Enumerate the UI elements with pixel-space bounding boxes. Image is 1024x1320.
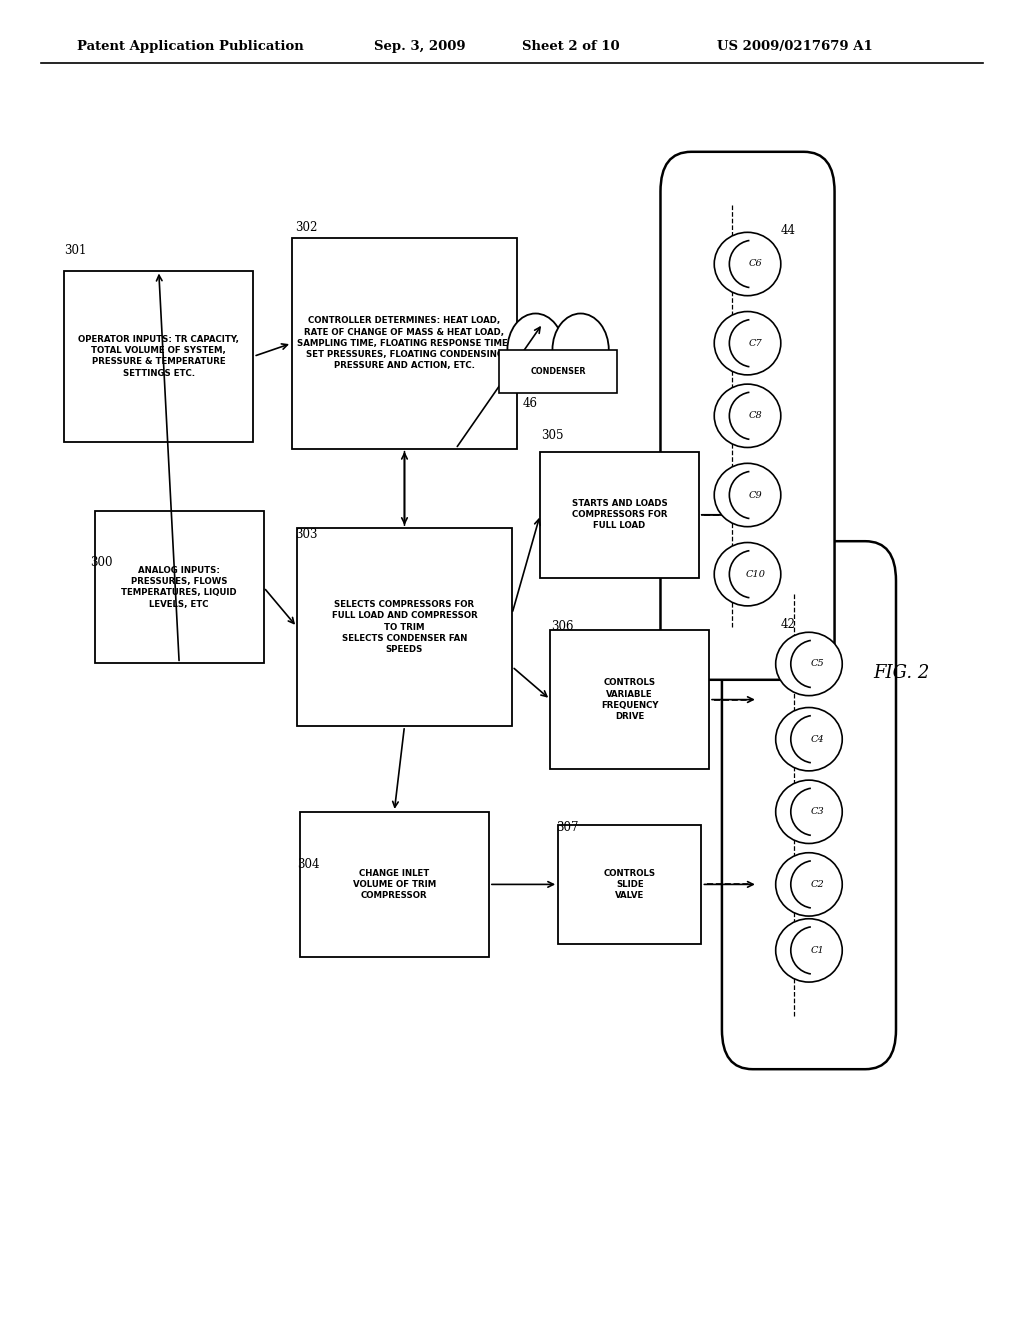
- Text: C9: C9: [749, 491, 763, 499]
- Text: C5: C5: [810, 660, 824, 668]
- FancyBboxPatch shape: [500, 350, 616, 393]
- FancyBboxPatch shape: [541, 451, 698, 578]
- Text: 306: 306: [551, 620, 573, 634]
- Text: Patent Application Publication: Patent Application Publication: [77, 40, 303, 53]
- Text: SELECTS COMPRESSORS FOR
FULL LOAD AND COMPRESSOR
TO TRIM
SELECTS CONDENSER FAN
S: SELECTS COMPRESSORS FOR FULL LOAD AND CO…: [332, 601, 477, 653]
- Text: C6: C6: [749, 260, 763, 268]
- Ellipse shape: [715, 232, 781, 296]
- Text: 46: 46: [522, 397, 538, 411]
- Text: CONTROLS
SLIDE
VALVE: CONTROLS SLIDE VALVE: [604, 869, 655, 900]
- Text: C10: C10: [745, 570, 766, 578]
- Ellipse shape: [776, 853, 842, 916]
- Text: Sep. 3, 2009: Sep. 3, 2009: [374, 40, 465, 53]
- FancyBboxPatch shape: [558, 825, 701, 944]
- FancyBboxPatch shape: [660, 152, 835, 680]
- Text: US 2009/0217679 A1: US 2009/0217679 A1: [717, 40, 872, 53]
- Ellipse shape: [776, 919, 842, 982]
- Ellipse shape: [776, 780, 842, 843]
- Text: C8: C8: [749, 412, 763, 420]
- Text: ANALOG INPUTS:
PRESSURES, FLOWS
TEMPERATURES, LIQUID
LEVELS, ETC: ANALOG INPUTS: PRESSURES, FLOWS TEMPERAT…: [122, 566, 237, 609]
- FancyBboxPatch shape: [297, 528, 512, 726]
- Text: CONTROLLER DETERMINES: HEAT LOAD,
RATE OF CHANGE OF MASS & HEAT LOAD,
SAMPLING T: CONTROLLER DETERMINES: HEAT LOAD, RATE O…: [297, 317, 512, 370]
- Text: OPERATOR INPUTS: TR CAPACITY,
TOTAL VOLUME OF SYSTEM,
PRESSURE & TEMPERATURE
SET: OPERATOR INPUTS: TR CAPACITY, TOTAL VOLU…: [78, 335, 240, 378]
- Text: C1: C1: [810, 946, 824, 954]
- Text: 304: 304: [297, 858, 319, 871]
- FancyBboxPatch shape: [299, 812, 489, 957]
- Text: CONTROLS
VARIABLE
FREQUENCY
DRIVE: CONTROLS VARIABLE FREQUENCY DRIVE: [601, 678, 658, 721]
- Text: 42: 42: [780, 618, 796, 631]
- Text: C2: C2: [810, 880, 824, 888]
- Ellipse shape: [776, 708, 842, 771]
- Ellipse shape: [715, 543, 781, 606]
- Text: 302: 302: [295, 220, 317, 234]
- Text: CONDENSER: CONDENSER: [530, 367, 586, 376]
- Text: 305: 305: [541, 429, 563, 442]
- Text: 300: 300: [90, 556, 113, 569]
- FancyBboxPatch shape: [292, 238, 517, 449]
- Text: Sheet 2 of 10: Sheet 2 of 10: [522, 40, 620, 53]
- Text: STARTS AND LOADS
COMPRESSORS FOR
FULL LOAD: STARTS AND LOADS COMPRESSORS FOR FULL LO…: [571, 499, 668, 531]
- Ellipse shape: [715, 463, 781, 527]
- Text: CHANGE INLET
VOLUME OF TRIM
COMPRESSOR: CHANGE INLET VOLUME OF TRIM COMPRESSOR: [352, 869, 436, 900]
- FancyBboxPatch shape: [94, 511, 264, 663]
- FancyBboxPatch shape: [551, 631, 709, 768]
- Ellipse shape: [553, 314, 608, 385]
- Ellipse shape: [776, 632, 842, 696]
- Ellipse shape: [715, 384, 781, 447]
- Text: C4: C4: [810, 735, 824, 743]
- Ellipse shape: [508, 314, 563, 385]
- Text: 301: 301: [65, 244, 87, 257]
- Text: C7: C7: [749, 339, 763, 347]
- Text: FIG. 2: FIG. 2: [872, 664, 930, 682]
- Text: 307: 307: [556, 821, 579, 834]
- Ellipse shape: [715, 312, 781, 375]
- Text: C3: C3: [810, 808, 824, 816]
- FancyBboxPatch shape: [722, 541, 896, 1069]
- Text: 44: 44: [780, 224, 796, 238]
- Text: 303: 303: [295, 528, 317, 541]
- FancyBboxPatch shape: [63, 271, 254, 442]
